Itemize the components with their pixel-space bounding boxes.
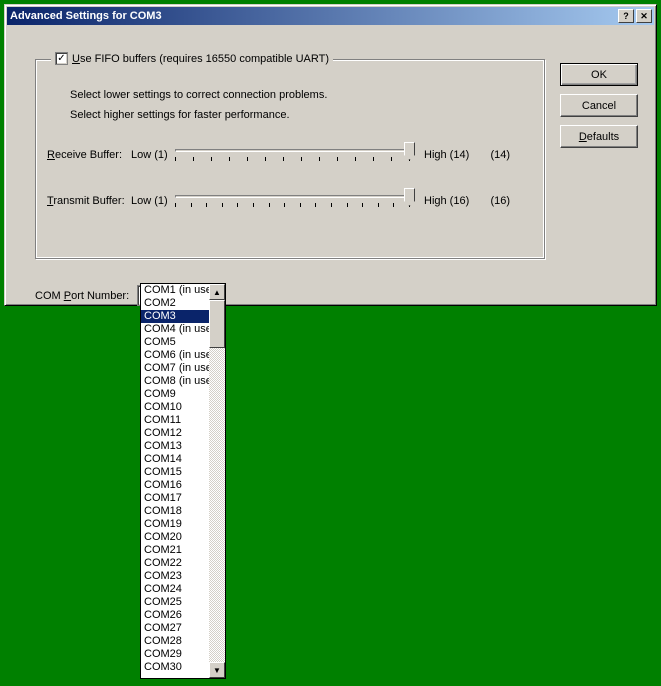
- dropdown-item[interactable]: COM24: [141, 583, 209, 596]
- scroll-thumb[interactable]: [209, 300, 225, 348]
- dropdown-item[interactable]: COM15: [141, 466, 209, 479]
- receive-value: (14): [482, 149, 510, 161]
- hint-lower: Select lower settings to correct connect…: [70, 89, 327, 101]
- transmit-low-label: Low (1): [131, 195, 175, 207]
- dropdown-item[interactable]: COM21: [141, 544, 209, 557]
- dropdown-item[interactable]: COM20: [141, 531, 209, 544]
- transmit-value: (16): [482, 195, 510, 207]
- scroll-up-icon[interactable]: ▲: [209, 284, 225, 300]
- com-port-label: COM Port Number:: [35, 290, 129, 302]
- transmit-label: Transmit Buffer:: [47, 195, 131, 207]
- button-column: OK Cancel Defaults: [560, 63, 638, 148]
- receive-low-label: Low (1): [131, 149, 175, 161]
- fifo-checkbox[interactable]: ✓: [55, 52, 68, 65]
- transmit-buffer-row: Transmit Buffer: Low (1) High (16) (16): [47, 189, 510, 213]
- ok-button[interactable]: OK: [560, 63, 638, 86]
- dropdown-item[interactable]: COM7 (in use): [141, 362, 209, 375]
- receive-high-label: High (14): [424, 149, 482, 161]
- receive-buffer-row: Receive Buffer: Low (1) High (14) (14): [47, 143, 510, 167]
- dropdown-item[interactable]: COM8 (in use): [141, 375, 209, 388]
- dropdown-item[interactable]: COM22: [141, 557, 209, 570]
- dropdown-item[interactable]: COM18: [141, 505, 209, 518]
- dropdown-item[interactable]: COM19: [141, 518, 209, 531]
- dropdown-item[interactable]: COM26: [141, 609, 209, 622]
- receive-label: Receive Buffer:: [47, 149, 131, 161]
- dropdown-scrollbar[interactable]: ▲ ▼: [209, 284, 225, 678]
- window-title: Advanced Settings for COM3: [10, 10, 162, 22]
- titlebar-buttons: ? ✕: [616, 9, 652, 23]
- dropdown-item[interactable]: COM14: [141, 453, 209, 466]
- defaults-button[interactable]: Defaults: [560, 125, 638, 148]
- dropdown-item[interactable]: COM16: [141, 479, 209, 492]
- fifo-label: Use FIFO buffers (requires 16550 compati…: [72, 53, 329, 65]
- dropdown-item[interactable]: COM23: [141, 570, 209, 583]
- dropdown-item[interactable]: COM4 (in use): [141, 323, 209, 336]
- dropdown-item[interactable]: COM12: [141, 427, 209, 440]
- dropdown-item[interactable]: COM29: [141, 648, 209, 661]
- titlebar: Advanced Settings for COM3 ? ✕: [7, 7, 654, 25]
- receive-slider[interactable]: [175, 143, 410, 167]
- dropdown-item[interactable]: COM27: [141, 622, 209, 635]
- dropdown-item[interactable]: COM17: [141, 492, 209, 505]
- cancel-button[interactable]: Cancel: [560, 94, 638, 117]
- help-button[interactable]: ?: [618, 9, 634, 23]
- dropdown-item[interactable]: COM13: [141, 440, 209, 453]
- dropdown-list[interactable]: COM1 (in use)COM2COM3COM4 (in use)COM5CO…: [141, 284, 209, 678]
- transmit-high-label: High (16): [424, 195, 482, 207]
- com-port-dropdown: COM1 (in use)COM2COM3COM4 (in use)COM5CO…: [140, 283, 226, 679]
- dropdown-item[interactable]: COM10: [141, 401, 209, 414]
- transmit-slider[interactable]: [175, 189, 410, 213]
- close-button[interactable]: ✕: [636, 9, 652, 23]
- fifo-checkbox-row[interactable]: ✓ Use FIFO buffers (requires 16550 compa…: [51, 52, 333, 65]
- dropdown-item[interactable]: COM11: [141, 414, 209, 427]
- dropdown-item[interactable]: COM30: [141, 661, 209, 674]
- dropdown-item[interactable]: COM2: [141, 297, 209, 310]
- dropdown-item[interactable]: COM6 (in use): [141, 349, 209, 362]
- dialog-window: Advanced Settings for COM3 ? ✕ ✓ Use FIF…: [4, 4, 657, 306]
- scroll-track[interactable]: [209, 300, 225, 662]
- dropdown-item[interactable]: COM1 (in use): [141, 284, 209, 297]
- dropdown-item[interactable]: COM25: [141, 596, 209, 609]
- dropdown-item[interactable]: COM28: [141, 635, 209, 648]
- dropdown-item[interactable]: COM3: [141, 310, 209, 323]
- scroll-down-icon[interactable]: ▼: [209, 662, 225, 678]
- client-area: ✓ Use FIFO buffers (requires 16550 compa…: [5, 27, 656, 51]
- dropdown-item[interactable]: COM9: [141, 388, 209, 401]
- dropdown-item[interactable]: COM5: [141, 336, 209, 349]
- hint-higher: Select higher settings for faster perfor…: [70, 109, 290, 121]
